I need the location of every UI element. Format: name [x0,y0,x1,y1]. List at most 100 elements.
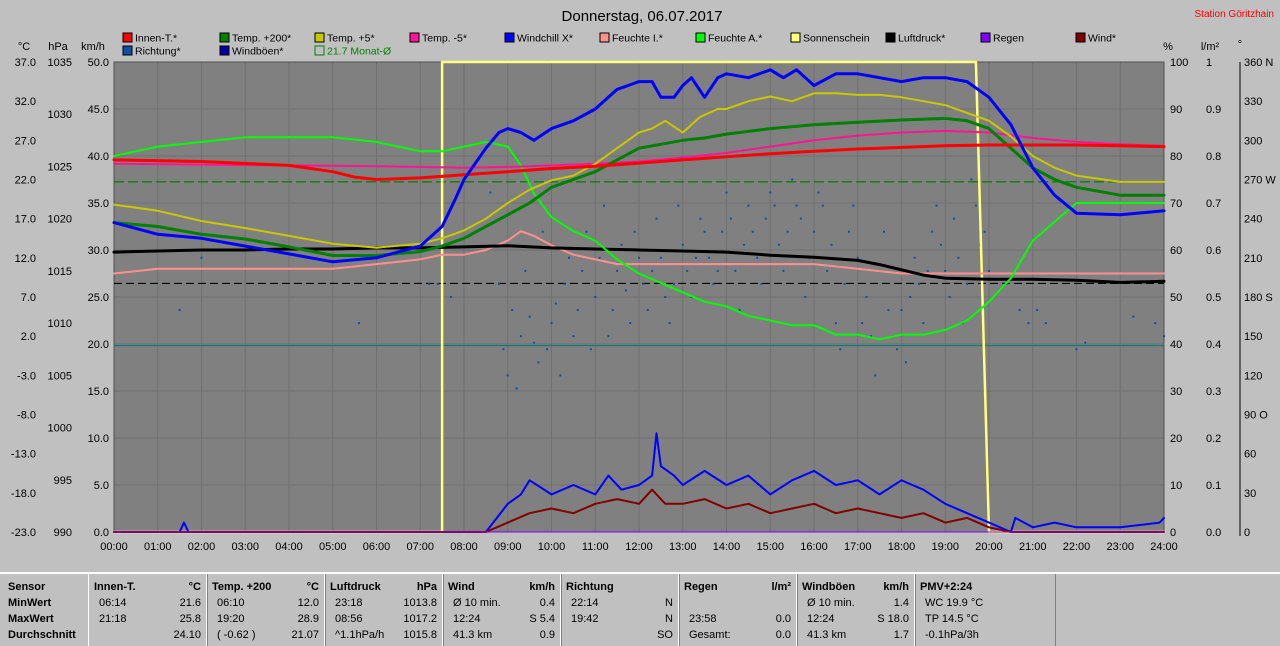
direction-point [633,230,636,233]
direction-point [883,230,885,233]
direction-point [708,256,710,259]
pressure-tick-label: 990 [54,527,72,539]
legend-label: Temp. +200* [232,33,291,45]
direction-point [1154,322,1157,325]
direction-point [358,322,360,325]
direction-point [1163,335,1165,338]
direction-tick-label: 90 O [1244,410,1268,422]
direction-point [568,256,570,259]
temp-tick-label: 22.0 [15,175,36,187]
stats-value: 0.0 [775,613,791,625]
direction-point [673,282,675,285]
x-tick-label: 06:00 [363,541,391,553]
legend-swatch [885,32,896,43]
direction-point [839,348,842,351]
direction-point [541,230,544,233]
rain-tick-label: 0.6 [1206,245,1221,257]
direction-point [953,217,955,220]
stats-group-luftdruck: Luftdruck hPa 23:18 1013.8 08:56 1017.2 ^1.1hP… [324,574,444,646]
direction-point [589,348,592,351]
legend-item-feuchte-a[interactable]: Feuchte A.* [695,32,762,45]
legend-item-windb-en[interactable]: Windböen* [219,45,283,58]
direction-point [769,191,772,194]
stats-unit: °C [306,581,319,593]
percent-tick-label: 100 [1170,57,1188,69]
direction-point [869,335,872,338]
rain-tick-label: 0.4 [1206,339,1221,351]
direction-point [843,282,846,285]
x-tick-label: 08:00 [450,541,478,553]
direction-point [489,191,492,194]
direction-point [581,269,584,272]
legend-item-luftdruck[interactable]: Luftdruck* [885,32,945,45]
speed-tick-label: 30.0 [88,245,109,257]
direction-point [554,302,557,305]
tick-labels: 00:00 01:00 02:00 03:00 04:00 05:00 06:00 07:00… [11,57,1276,553]
x-tick-label: 13:00 [669,541,697,553]
direction-point [918,282,920,285]
direction-point [970,178,973,181]
legend-item-feuchte-i[interactable]: Feuchte I.* [599,32,663,45]
legend-label: Windböen* [232,46,283,58]
direction-point [856,256,859,259]
direction-tick-label: 120 [1244,370,1262,382]
direction-point [498,282,500,285]
legend-item-regen[interactable]: Regen [980,32,1024,45]
legend-item-temp-5[interactable]: Temp. +5* [314,32,375,45]
percent-tick-label: 10 [1170,480,1182,492]
stats-group-regen: Regen l/m² 23:58 0.0 Gesamt: 0.0 [678,574,798,646]
percent-tick-label: 70 [1170,198,1182,210]
legend-item-windchill-x[interactable]: Windchill X* [504,32,573,45]
direction-point [620,243,623,246]
stats-group-innen-t: Innen-T. °C 06:14 21.6 21:18 25.8 24.10 [88,574,208,646]
legend-item-temp-200[interactable]: Temp. +200* [219,32,291,45]
direction-tick-label: 150 [1244,331,1262,343]
stats-value: 1017.2 [403,613,437,625]
rain-tick-label: 0.0 [1206,527,1221,539]
rain-tick-label: 0.2 [1206,433,1221,445]
stats-unit: hPa [416,581,437,593]
stats-header: Luftdruck [330,581,381,593]
stats-value: SO [657,629,673,641]
unit-degree: ° [1238,39,1242,51]
legend-label: Feuchte I.* [612,33,663,45]
direction-point [931,230,934,233]
stats-group-temp-200: Temp. +200 °C 06:10 12.0 19:20 28.9 ( -0.62 ) 2… [206,574,326,646]
legend-item-wind[interactable]: Wind* [1075,32,1116,45]
legend-item-innen-t[interactable]: Innen-T.* [122,32,177,45]
direction-point [861,322,864,325]
stats-value: 25.8 [179,613,201,625]
direction-point [537,361,540,364]
legend-swatch [219,45,230,56]
stats-value: S 5.4 [529,613,555,625]
stats-time: 12:24 [807,613,835,625]
direction-point [585,230,588,233]
legend-item-richtung[interactable]: Richtung* [122,45,181,58]
stats-value: 1.7 [893,629,909,641]
legend-item-21-7-monat[interactable]: 21.7 Monat-Ø [314,45,391,58]
stats-row-label: Sensor [8,581,46,593]
direction-point [528,315,531,318]
legend-item-sonnenschein[interactable]: Sonnenschein [790,32,870,45]
legend-label: Windchill X* [517,33,573,45]
stats-time: 08:56 [335,613,363,625]
chart-legend: Innen-T.* Temp. +200* Temp. +5* Temp. -5* Wi… [122,32,1116,58]
direction-point [1036,309,1039,312]
percent-tick-label: 0 [1170,527,1176,539]
direction-point [957,256,960,259]
direction-point [686,269,689,272]
x-tick-label: 02:00 [188,541,216,553]
direction-point [699,217,702,220]
statistics-panel: Sensor MinWert MaxWert Durchschnitt Innen-T.… [0,572,1280,646]
direction-point [948,296,951,298]
direction-point [506,374,509,377]
direction-point [922,322,925,325]
x-tick-label: 22:00 [1063,541,1091,553]
legend-item-temp-5[interactable]: Temp. -5* [409,32,467,45]
direction-point [1084,341,1087,344]
direction-point [1132,315,1135,318]
direction-point [642,282,645,285]
x-tick-label: 14:00 [713,541,741,553]
speed-tick-label: 15.0 [88,386,109,398]
direction-point [756,256,759,259]
